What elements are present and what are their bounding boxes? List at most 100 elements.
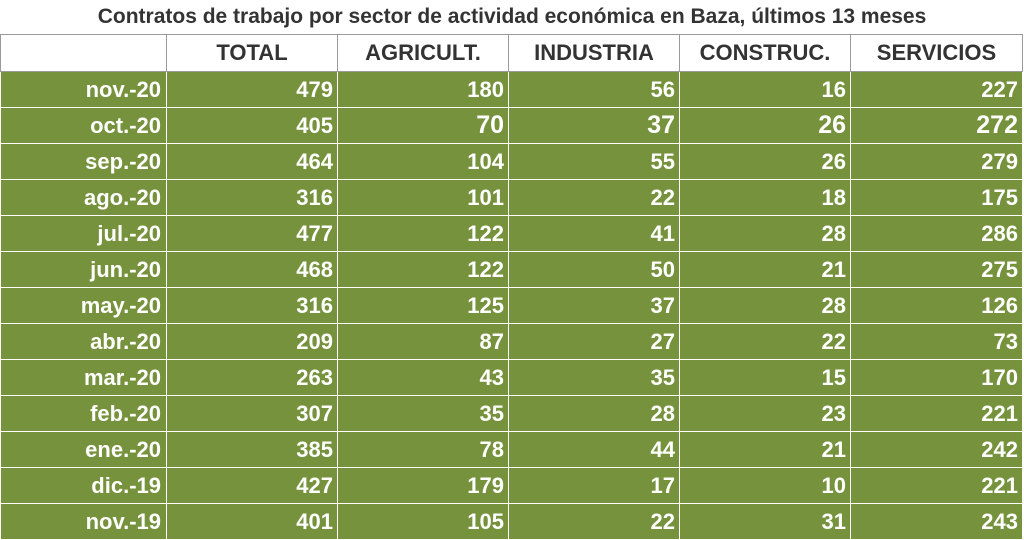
header-industria: INDUSTRIA bbox=[508, 34, 680, 72]
row-month-label: nov.-19 bbox=[0, 503, 167, 540]
table-row: mar.-20 263 43 35 15 170 bbox=[0, 359, 1023, 396]
row-month-label: jun.-20 bbox=[0, 251, 167, 288]
table-row: dic.-19 427 179 17 10 221 bbox=[0, 467, 1023, 504]
header-agricultura: AGRICULT. bbox=[337, 34, 509, 72]
cell-industria: 17 bbox=[508, 467, 680, 504]
cell-total: 401 bbox=[166, 503, 338, 540]
cell-agricultura: 101 bbox=[337, 179, 509, 216]
cell-servicios: 227 bbox=[850, 71, 1023, 108]
table-row: nov.-20 479 180 56 16 227 bbox=[0, 71, 1023, 108]
cell-construccion: 21 bbox=[679, 431, 851, 468]
cell-agricultura: 87 bbox=[337, 323, 509, 360]
cell-servicios: 279 bbox=[850, 143, 1023, 180]
cell-agricultura: 78 bbox=[337, 431, 509, 468]
row-month-label: jul.-20 bbox=[0, 215, 167, 252]
cell-agricultura: 105 bbox=[337, 503, 509, 540]
cell-servicios: 272 bbox=[850, 107, 1023, 144]
header-servicios: SERVICIOS bbox=[850, 34, 1023, 72]
cell-industria: 27 bbox=[508, 323, 680, 360]
header-construccion: CONSTRUC. bbox=[679, 34, 851, 72]
cell-total: 477 bbox=[166, 215, 338, 252]
cell-industria: 50 bbox=[508, 251, 680, 288]
table-row: ene.-20 385 78 44 21 242 bbox=[0, 431, 1023, 468]
cell-agricultura: 35 bbox=[337, 395, 509, 432]
cell-servicios: 126 bbox=[850, 287, 1023, 324]
cell-construccion: 18 bbox=[679, 179, 851, 216]
cell-construccion: 28 bbox=[679, 287, 851, 324]
cell-servicios: 170 bbox=[850, 359, 1023, 396]
row-month-label: sep.-20 bbox=[0, 143, 167, 180]
contracts-table: TOTAL AGRICULT. INDUSTRIA CONSTRUC. SERV… bbox=[0, 34, 1023, 540]
table-title: Contratos de trabajo por sector de activ… bbox=[97, 5, 927, 28]
cell-construccion: 26 bbox=[679, 107, 851, 144]
cell-construccion: 31 bbox=[679, 503, 851, 540]
cell-agricultura: 104 bbox=[337, 143, 509, 180]
cell-agricultura: 180 bbox=[337, 71, 509, 108]
cell-total: 307 bbox=[166, 395, 338, 432]
cell-total: 468 bbox=[166, 251, 338, 288]
table-body: nov.-20 479 180 56 16 227 oct.-20 405 70 37 26 272 s… bbox=[0, 71, 1023, 540]
cell-total: 316 bbox=[166, 287, 338, 324]
row-month-label: feb.-20 bbox=[0, 395, 167, 432]
row-month-label: nov.-20 bbox=[0, 71, 167, 108]
row-month-label: may.-20 bbox=[0, 287, 167, 324]
cell-industria: 41 bbox=[508, 215, 680, 252]
cell-agricultura: 70 bbox=[337, 107, 509, 144]
cell-agricultura: 179 bbox=[337, 467, 509, 504]
cell-total: 385 bbox=[166, 431, 338, 468]
row-month-label: ene.-20 bbox=[0, 431, 167, 468]
table-row: oct.-20 405 70 37 26 272 bbox=[0, 107, 1023, 144]
header-total: TOTAL bbox=[166, 34, 338, 72]
header-row: TOTAL AGRICULT. INDUSTRIA CONSTRUC. SERV… bbox=[0, 34, 1023, 72]
cell-industria: 56 bbox=[508, 71, 680, 108]
cell-industria: 35 bbox=[508, 359, 680, 396]
cell-industria: 55 bbox=[508, 143, 680, 180]
table-row: abr.-20 209 87 27 22 73 bbox=[0, 323, 1023, 360]
cell-total: 427 bbox=[166, 467, 338, 504]
cell-servicios: 221 bbox=[850, 467, 1023, 504]
row-month-label: abr.-20 bbox=[0, 323, 167, 360]
row-month-label: dic.-19 bbox=[0, 467, 167, 504]
row-month-label: ago.-20 bbox=[0, 179, 167, 216]
cell-construccion: 28 bbox=[679, 215, 851, 252]
cell-agricultura: 122 bbox=[337, 215, 509, 252]
cell-servicios: 175 bbox=[850, 179, 1023, 216]
cell-agricultura: 122 bbox=[337, 251, 509, 288]
table-row: ago.-20 316 101 22 18 175 bbox=[0, 179, 1023, 216]
cell-total: 479 bbox=[166, 71, 338, 108]
cell-servicios: 286 bbox=[850, 215, 1023, 252]
cell-construccion: 23 bbox=[679, 395, 851, 432]
cell-construccion: 16 bbox=[679, 71, 851, 108]
header-corner bbox=[0, 34, 167, 72]
cell-industria: 22 bbox=[508, 503, 680, 540]
table-row: feb.-20 307 35 28 23 221 bbox=[0, 395, 1023, 432]
cell-total: 316 bbox=[166, 179, 338, 216]
cell-total: 464 bbox=[166, 143, 338, 180]
cell-agricultura: 43 bbox=[337, 359, 509, 396]
cell-industria: 44 bbox=[508, 431, 680, 468]
row-month-label: oct.-20 bbox=[0, 107, 167, 144]
cell-industria: 28 bbox=[508, 395, 680, 432]
cell-construccion: 15 bbox=[679, 359, 851, 396]
cell-construccion: 22 bbox=[679, 323, 851, 360]
cell-industria: 37 bbox=[508, 107, 680, 144]
cell-construccion: 21 bbox=[679, 251, 851, 288]
cell-servicios: 221 bbox=[850, 395, 1023, 432]
cell-construccion: 10 bbox=[679, 467, 851, 504]
table-row: jun.-20 468 122 50 21 275 bbox=[0, 251, 1023, 288]
table-row: nov.-19 401 105 22 31 243 bbox=[0, 503, 1023, 540]
cell-servicios: 73 bbox=[850, 323, 1023, 360]
cell-total: 263 bbox=[166, 359, 338, 396]
cell-servicios: 275 bbox=[850, 251, 1023, 288]
row-month-label: mar.-20 bbox=[0, 359, 167, 396]
cell-industria: 37 bbox=[508, 287, 680, 324]
cell-industria: 22 bbox=[508, 179, 680, 216]
cell-total: 405 bbox=[166, 107, 338, 144]
cell-total: 209 bbox=[166, 323, 338, 360]
table-row: sep.-20 464 104 55 26 279 bbox=[0, 143, 1023, 180]
cell-servicios: 243 bbox=[850, 503, 1023, 540]
table-row: jul.-20 477 122 41 28 286 bbox=[0, 215, 1023, 252]
cell-construccion: 26 bbox=[679, 143, 851, 180]
table-row: may.-20 316 125 37 28 126 bbox=[0, 287, 1023, 324]
cell-servicios: 242 bbox=[850, 431, 1023, 468]
